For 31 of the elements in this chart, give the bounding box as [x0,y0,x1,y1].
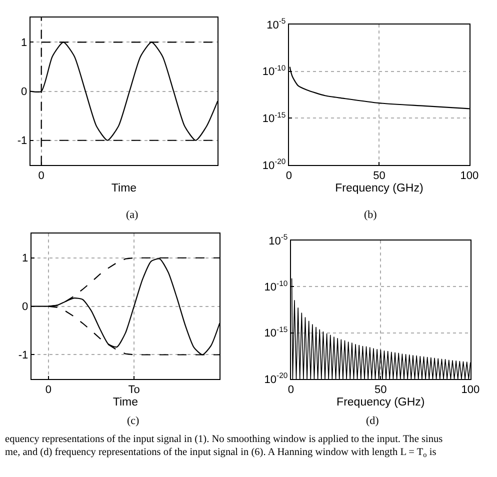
y-tick-label: 10$^{-20}$ [264,371,288,386]
text: (b) [364,209,378,221]
text: (c) [127,415,140,427]
y-tick-label: 10$^{-5}$ [266,16,286,32]
y-tick-label: 10$^{-20}$ [262,157,286,172]
x-tick-label: 50 [374,384,387,396]
y-tick-label: 1 [21,37,28,50]
x-axis-title: Time [112,396,138,409]
text: equency representations of the input signal in (1). No smoothing window is applied to the input. The sinus [5,434,443,445]
y-tick-label: 10$^{-15}$ [264,325,288,340]
x-tick-label: 50 [373,170,386,182]
text: (a) [126,209,139,221]
y-tick-label: 10$^{-10}$ [264,278,288,294]
y-tick-label: 0 [21,86,28,98]
y-tick-label: 10$^{-5}$ [268,232,288,248]
x-tick-label: 0 [38,170,44,182]
x-axis-title: Frequency (GHz) [336,396,425,409]
y-tick-label: 10$^{-10}$ [262,64,286,78]
x-axis-title: Frequency (GHz) [335,182,424,195]
y-tick-label: -1 [17,135,28,148]
x-tick-label: 100 [460,170,479,182]
y-tick-label: 1 [22,252,28,265]
x-tick-label: 0 [45,384,52,396]
text: me, and (d) frequency representations of the input signal in (6). A Hanning window with length L = T$_{o}$ is [5,447,436,460]
x-tick-label: 100 [461,384,480,396]
x-tick-label: To [128,384,140,396]
x-axis-title: Time [111,182,137,195]
text: (d) [366,415,380,427]
y-tick-label: 0 [22,301,28,314]
y-tick-label: -1 [18,350,28,362]
y-tick-label: 10$^{-15}$ [262,110,286,125]
